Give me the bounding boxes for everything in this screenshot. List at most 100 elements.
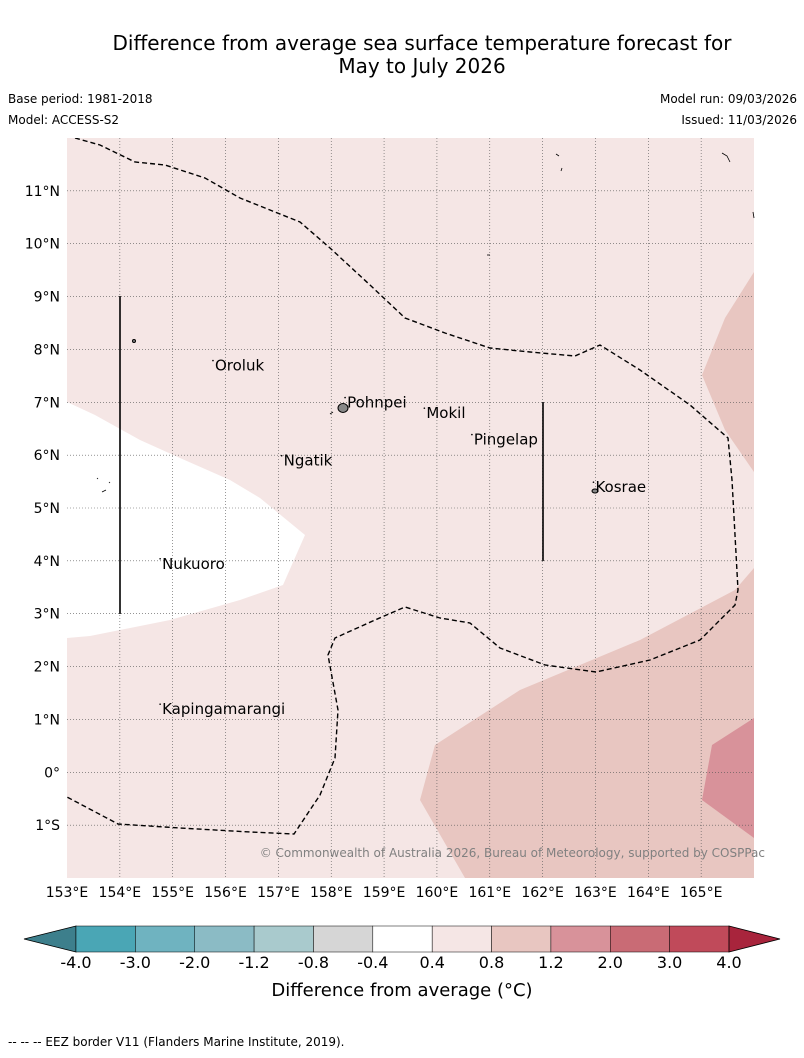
copyright-notice: © Commonwealth of Australia 2026, Bureau… [260,846,765,860]
place-marker-icon [471,433,473,436]
colorbar-tick-label: 4.0 [716,953,742,972]
latitude-tick-label: 0° [44,765,60,781]
issued-date: Issued: 11/03/2026 [681,113,797,127]
place-marker-icon [423,407,426,409]
title-line-1: Difference from average sea surface temp… [112,31,732,55]
graticule [67,138,754,878]
place-marker-icon [592,481,595,483]
atoll-icon [96,477,111,493]
footnote-eez: -- -- -- EEZ border V11 (Flanders Marine… [8,1035,345,1049]
latitude-tick-label: 9°N [34,290,60,306]
longitude-tick-label: 154°E [99,885,142,901]
colorbar-title: Difference from average (°C) [271,980,533,1001]
kosrae-island-icon [591,488,599,494]
title-line-2: May to July 2026 [338,54,506,78]
colorbar-segment [135,925,195,953]
anomaly-band-neutral [67,402,305,638]
longitude-tick-label: 162°E [521,885,564,901]
place-marker-icon [280,454,283,457]
latitude-tick-label: 7°N [34,395,60,411]
sst-anomaly-field [67,138,754,878]
colorbar-tick-label: -3.0 [119,953,151,972]
colorbar-segment [253,925,314,953]
place-marker-icon [159,703,161,705]
colorbar-tick-label: 2.0 [597,953,623,972]
longitude-tick-label: 156°E [204,885,247,901]
atoll-icon [721,152,731,163]
model-name: Model: ACCESS-S2 [8,113,120,127]
colorbar-segment [75,925,136,953]
latitude-tick-label: 11°N [25,184,60,200]
pohnpei-island-icon [337,403,349,413]
colorbar-segment [372,925,433,953]
place-labels: Oroluk Pohnpei Mokil Pingelap Ngatik Kosrae Nu… [159,357,646,718]
place-label-nukuoro: Nukuoro [162,555,225,573]
atoll-icon [560,167,563,172]
latitude-labels: 11°N 10°N 9°N 8°N 7°N 6°N 5°N 4°N 3°N 2°N 1°N 0° 1°S [25,184,60,834]
latitude-tick-label: 2°N [34,660,60,676]
place-label-oroluk: Oroluk [215,357,264,375]
longitude-labels: 153°E 154°E 155°E 156°E 157°E 158°E 159°E 160°E… [46,885,723,901]
place-label-pohnpei: Pohnpei [347,394,407,412]
place-label-mokil: Mokil [426,404,465,422]
longitude-tick-label: 160°E [416,885,459,901]
colorbar-tick-label: 3.0 [656,953,683,972]
meridian-markers [119,296,544,614]
colorbar-segment [669,925,730,953]
atoll-icon [132,339,136,343]
colorbar-tick-label: 0.4 [419,953,445,972]
atoll-icon [752,211,755,219]
place-label-ngatik: Ngatik [284,452,333,470]
colorbar-tick-label: 1.2 [538,953,564,972]
longitude-tick-label: 164°E [627,885,670,901]
longitude-tick-label: 153°E [46,885,89,901]
colorbar-tick-label: -2.0 [179,953,211,972]
colorbar-low-extension [23,925,77,953]
colorbar-segment [313,925,374,953]
longitude-tick-label: 158°E [310,885,353,901]
colorbar-segment [491,925,552,953]
anomaly-band-0.8-1.2-south [420,568,754,878]
colorbar-tick-label: -0.8 [297,953,330,972]
longitude-tick-label: 165°E [680,885,723,901]
islands [132,339,599,494]
colorbar-segment [431,925,492,953]
anomaly-band-1.2-2.0 [702,718,754,838]
colorbar-high-extension [728,925,781,953]
colorbar-tick-label: 0.8 [478,953,505,972]
colorbar-tick-label: -0.4 [357,953,389,972]
latitude-tick-label: 3°N [34,607,60,623]
map-title: Difference from average sea surface temp… [0,32,804,78]
atoll-icon [329,411,334,415]
anomaly-band-0.8-1.2-north [702,272,754,472]
colorbar [23,925,781,953]
latitude-tick-label: 5°N [34,501,60,517]
atoll-icon [555,153,560,157]
place-marker-icon [344,396,346,399]
latitude-tick-label: 1°N [34,712,60,728]
latitude-tick-label: 4°N [34,554,60,570]
colorbar-segment [194,925,255,953]
small-atolls [96,152,755,493]
latitude-tick-label: 1°S [35,818,60,834]
place-label-pingelap: Pingelap [474,431,538,449]
longitude-tick-label: 157°E [257,885,300,901]
base-period: Base period: 1981-2018 [8,92,153,106]
colorbar-segment [550,925,611,953]
place-label-kosrae: Kosrae [595,478,646,496]
model-run: Model run: 09/03/2026 [659,92,797,106]
place-marker-icon [212,359,214,362]
longitude-tick-label: 161°E [468,885,511,901]
colorbar-segment [610,925,670,953]
colorbar-tick-label: -4.0 [60,953,92,972]
latitude-tick-label: 10°N [25,237,60,253]
place-marker-icon [159,557,161,560]
eez-borders [67,138,739,835]
longitude-tick-label: 163°E [574,885,617,901]
longitude-tick-label: 155°E [151,885,194,901]
latitude-tick-label: 8°N [34,342,60,358]
colorbar-tick-label: -1.2 [238,953,270,972]
latitude-tick-label: 6°N [34,448,60,464]
longitude-tick-label: 159°E [363,885,406,901]
